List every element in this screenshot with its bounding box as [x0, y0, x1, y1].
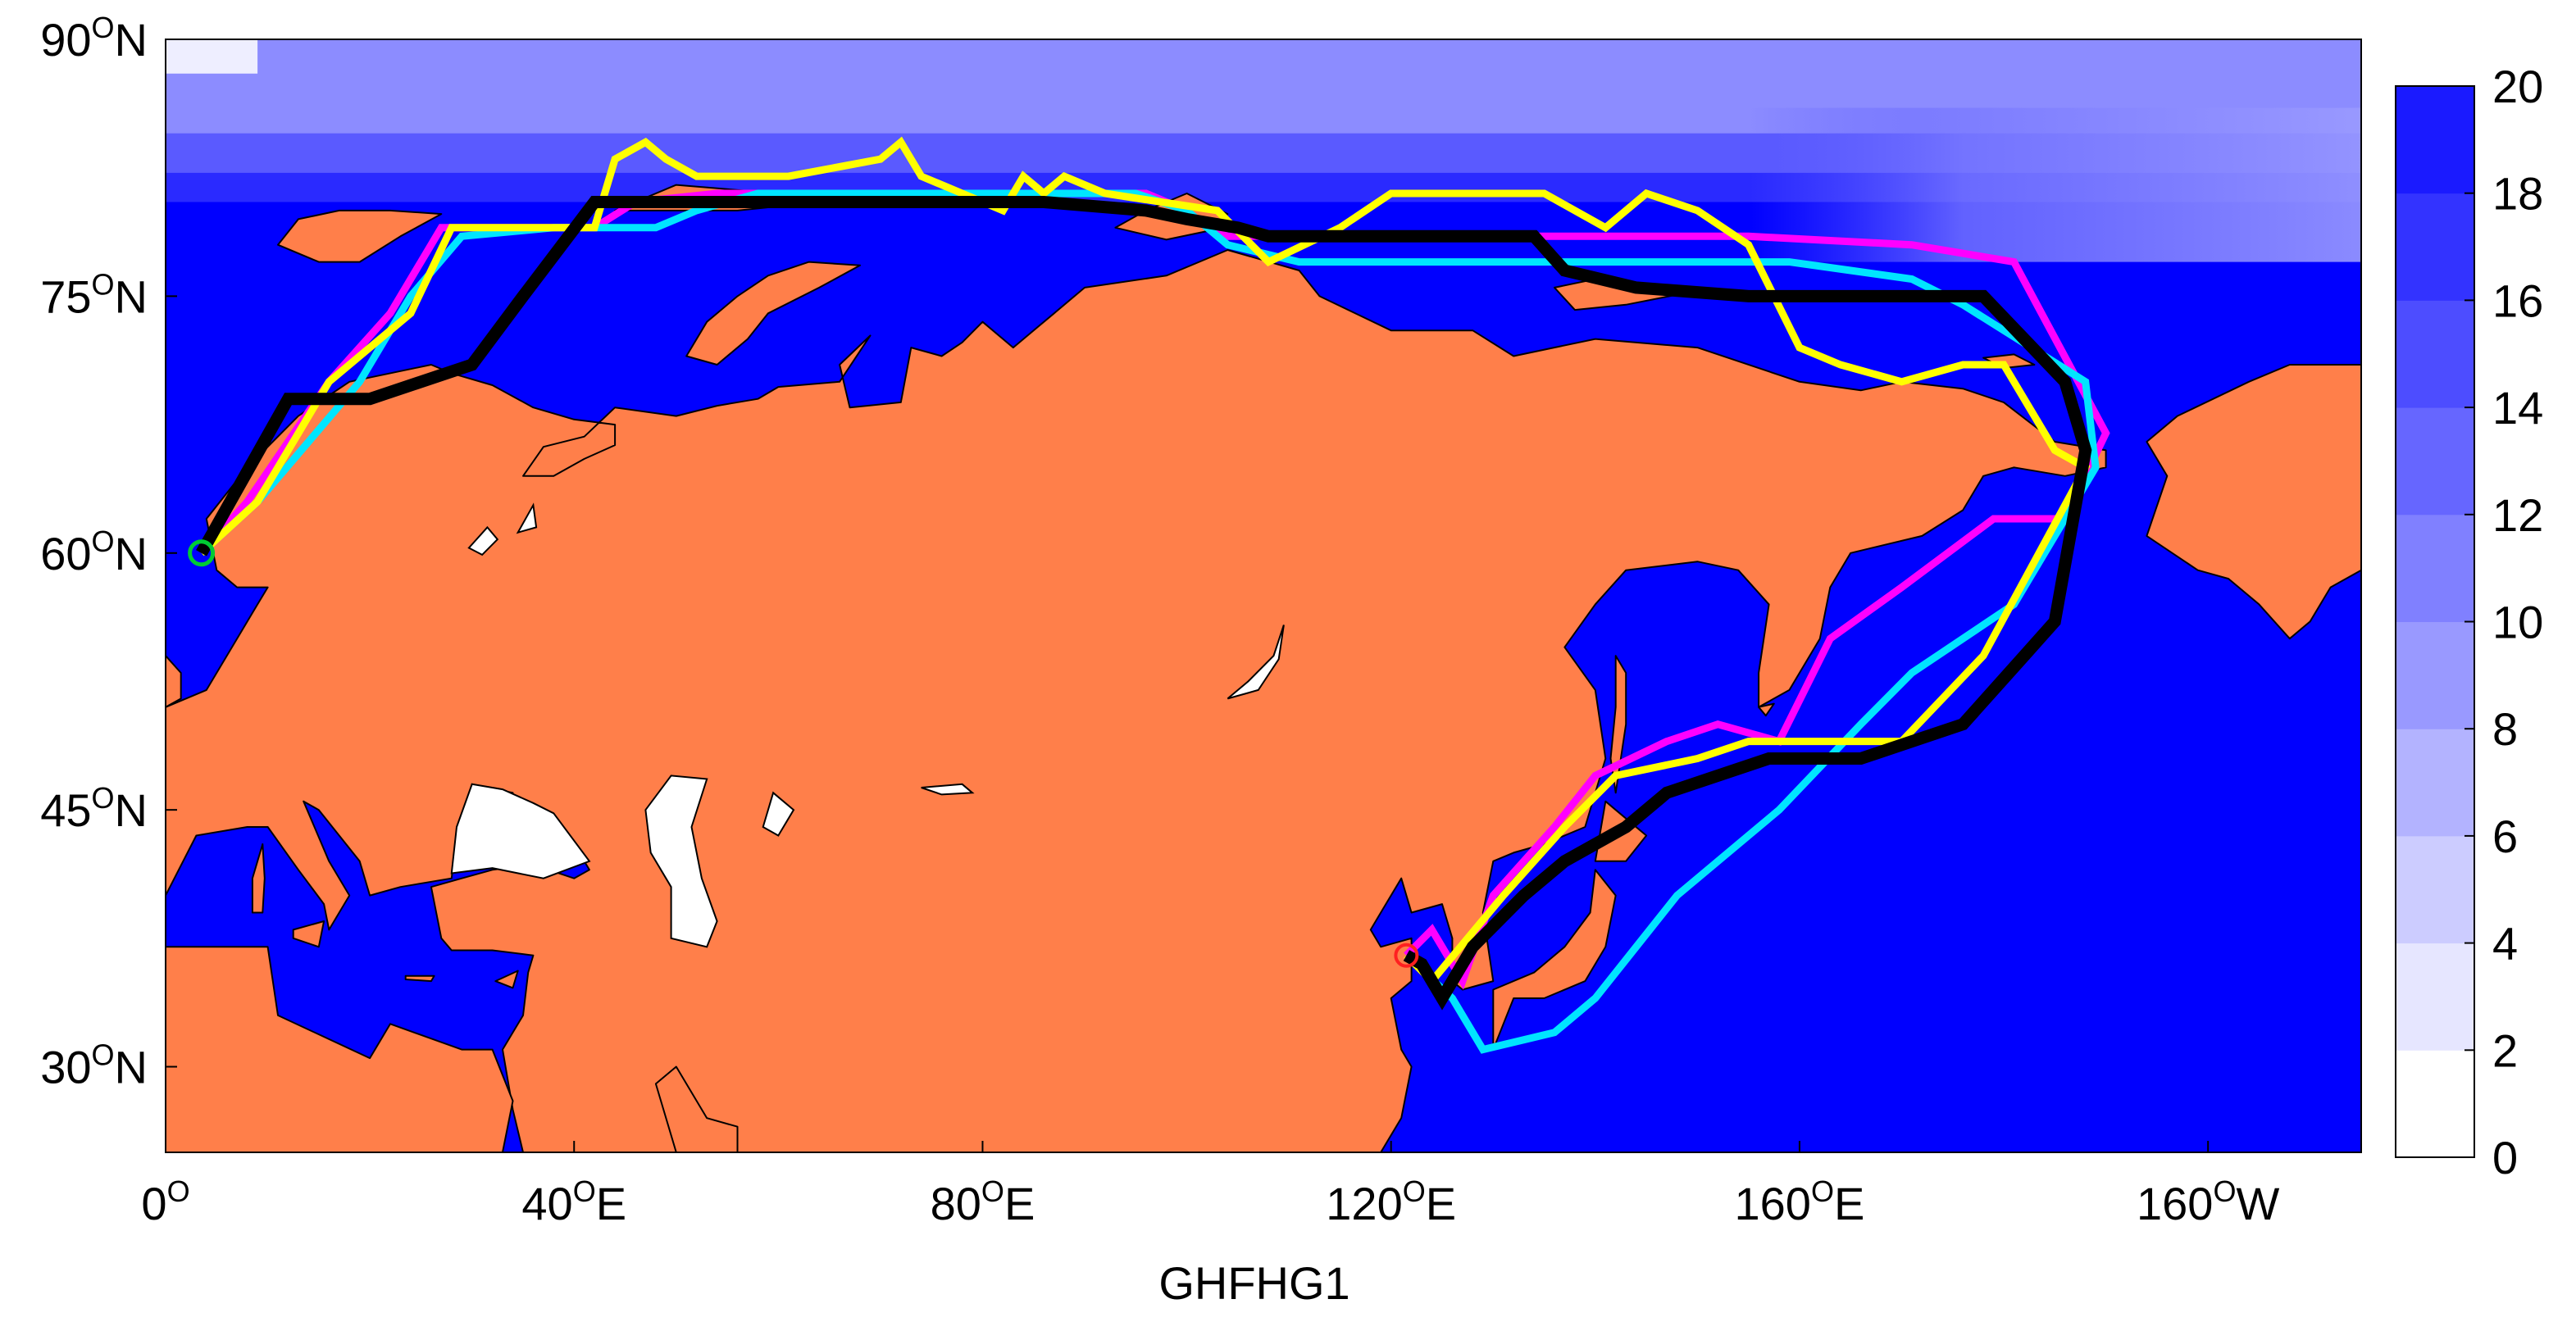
land-cyprus	[494, 970, 519, 989]
lon-tick-label: 0O	[141, 1174, 189, 1229]
lon-tick-label: 40OE	[521, 1174, 626, 1229]
lake-caspian-sea	[644, 775, 718, 948]
colorbar-segment	[2396, 86, 2474, 194]
colorbar-tick-label: 4	[2492, 918, 2518, 970]
colorbar-segment	[2396, 729, 2474, 837]
x-axis-label: GHFHG1	[1158, 1257, 1349, 1309]
land-sicily	[292, 920, 325, 948]
ice-band-east-fade	[1748, 107, 2361, 262]
start-marker	[188, 539, 216, 567]
land-kamchatka-tip	[1758, 702, 1775, 717]
colorbar-segment	[2396, 407, 2474, 516]
colorbar-tick-label: 2	[2492, 1024, 2518, 1076]
colorbar-tick-label: 16	[2492, 275, 2543, 326]
land-africa-arabia	[166, 946, 514, 1152]
longitude-tick-labels: 0O 40OE 80OE 120OE 160OE 160OW	[141, 1141, 2279, 1229]
lat-tick-label: 90ON	[40, 11, 148, 66]
land-eurasia-mainland	[166, 249, 2107, 1152]
lon-tick-label: 160OE	[1735, 1174, 1865, 1229]
lat-tick-label: 45ON	[40, 781, 148, 836]
lon-tick-label: 160OW	[2137, 1174, 2279, 1229]
colorbar-segment	[2396, 1050, 2474, 1158]
land-alaska-mainland	[2146, 364, 2361, 640]
lat-tick-label: 75ON	[40, 267, 148, 322]
sea-ice-layer	[166, 39, 2361, 262]
land-sardinia-corsica	[251, 843, 266, 914]
end-marker	[1394, 943, 1419, 968]
marker-layer	[188, 539, 1419, 968]
lat-tick-label: 30ON	[40, 1038, 148, 1093]
lake-aral-sea	[762, 791, 795, 837]
land-great-britain	[166, 655, 182, 708]
land-svalbard	[277, 209, 443, 263]
colorbar-tick-label: 6	[2492, 811, 2518, 862]
route-line-3	[198, 136, 2091, 987]
colorbar-tick-label: 12	[2492, 489, 2543, 541]
land-crete	[404, 974, 435, 983]
lake-layer	[450, 502, 1285, 948]
lake-black-sea	[450, 783, 591, 879]
colorbar-tick-label: 10	[2492, 597, 2543, 648]
colorbar-segment	[2396, 514, 2474, 622]
lake-lake-ladoga	[467, 525, 499, 556]
lat-tick-label: 60ON	[40, 525, 148, 579]
colorbar-segment	[2396, 621, 2474, 729]
colorbar-segment	[2396, 943, 2474, 1051]
lake-lake-baikal	[1227, 625, 1285, 700]
lake-lake-onega	[516, 502, 538, 534]
route-line-4	[196, 196, 2092, 1011]
colorbar-tick-label: 14	[2492, 382, 2543, 434]
latitude-tick-labels: 90ON 75ON 60ON 45ON 30ON	[40, 11, 177, 1093]
colorbar-segment	[2396, 300, 2474, 408]
map-frame	[165, 39, 2362, 1153]
land-layer	[166, 184, 2361, 1152]
colorbar-segment	[2396, 193, 2474, 301]
land-honshu-kyushu	[1492, 869, 1617, 1051]
ice-corner-white	[166, 39, 258, 74]
colorbar-tick-label: 8	[2492, 703, 2518, 755]
map-area	[166, 39, 2361, 1152]
colorbar-tick-label: 20	[2492, 61, 2543, 112]
lon-tick-label: 80OE	[931, 1174, 1035, 1229]
lon-tick-label: 120OE	[1326, 1174, 1456, 1229]
lake-lake-balkhash	[921, 783, 975, 796]
route-layer	[196, 136, 2110, 1054]
land-sakhalin	[1609, 655, 1627, 794]
colorbar-tick-label: 18	[2492, 168, 2543, 220]
colorbar: 0 2 4 6 8 10 12 14 16 18 20	[2395, 61, 2543, 1183]
land-novaya-zemlya	[685, 261, 861, 366]
colorbar-segment	[2396, 835, 2474, 944]
colorbar-tick-label: 0	[2492, 1132, 2518, 1183]
